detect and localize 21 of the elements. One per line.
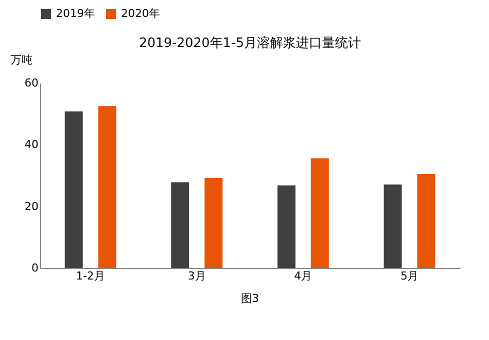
bar xyxy=(277,185,296,268)
bar xyxy=(310,158,329,268)
x-tick-label: 3月 xyxy=(188,270,206,282)
bar xyxy=(171,182,190,268)
y-tick-label: 0 xyxy=(32,262,38,274)
legend-label: 2019年 xyxy=(56,7,95,20)
y-tick-label: 60 xyxy=(24,76,38,90)
bar xyxy=(64,111,83,268)
y-tick-label: 40 xyxy=(24,138,38,152)
chart-title: 2019-2020年1-5月溶解浆进口量统计 xyxy=(138,35,362,51)
x-tick-label: 5月 xyxy=(400,270,418,282)
legend-label: 2020年 xyxy=(121,7,160,20)
caption: 图3 xyxy=(241,292,259,305)
bar xyxy=(98,106,116,268)
bar xyxy=(417,174,436,268)
y-axis-title: 万吨 xyxy=(10,54,32,66)
x-tick-label: 4月 xyxy=(294,270,312,282)
bar xyxy=(204,178,223,268)
bar xyxy=(384,184,402,268)
x-tick-label: 1-2月 xyxy=(76,270,105,282)
y-tick-label: 20 xyxy=(24,200,38,213)
